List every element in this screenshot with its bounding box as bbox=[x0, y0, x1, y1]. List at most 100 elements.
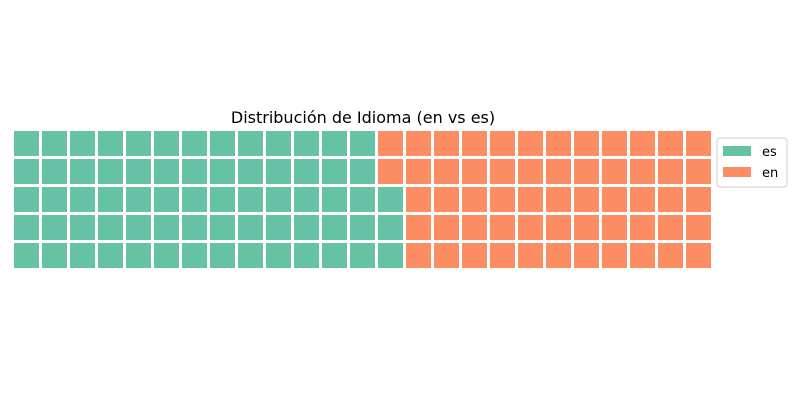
waffle-cell-en bbox=[686, 159, 711, 184]
waffle-cell-es bbox=[238, 243, 263, 268]
waffle-cell-es bbox=[126, 215, 151, 240]
waffle-cell-en bbox=[602, 131, 627, 156]
waffle-cell-en bbox=[686, 215, 711, 240]
waffle-cell-es bbox=[350, 187, 375, 212]
waffle-cell-es bbox=[182, 243, 207, 268]
waffle-cell-en bbox=[406, 159, 431, 184]
waffle-cell-es bbox=[42, 187, 67, 212]
waffle-cell-en bbox=[406, 243, 431, 268]
waffle-cell-en bbox=[602, 215, 627, 240]
waffle-cell-en bbox=[574, 215, 599, 240]
waffle-cell-es bbox=[154, 159, 179, 184]
waffle-cell-en bbox=[434, 215, 459, 240]
waffle-cell-es bbox=[182, 187, 207, 212]
waffle-cell-en bbox=[518, 243, 543, 268]
waffle-cell-es bbox=[98, 131, 123, 156]
waffle-cell-es bbox=[322, 187, 347, 212]
waffle-cell-es bbox=[14, 187, 39, 212]
legend-label-en: en bbox=[762, 166, 778, 181]
waffle-cell-en bbox=[406, 215, 431, 240]
waffle-cell-en bbox=[630, 243, 655, 268]
waffle-cell-en bbox=[546, 243, 571, 268]
waffle-cell-es bbox=[182, 159, 207, 184]
waffle-cell-es bbox=[14, 243, 39, 268]
waffle-cell-en bbox=[434, 131, 459, 156]
waffle-cell-en bbox=[490, 159, 515, 184]
waffle-cell-es bbox=[294, 159, 319, 184]
waffle-cell-es bbox=[350, 159, 375, 184]
waffle-cell-en bbox=[434, 187, 459, 212]
waffle-cell-en bbox=[602, 243, 627, 268]
waffle-cell-es bbox=[154, 131, 179, 156]
waffle-cell-en bbox=[602, 187, 627, 212]
waffle-cell-es bbox=[98, 243, 123, 268]
waffle-cell-en bbox=[658, 131, 683, 156]
waffle-cell-en bbox=[434, 159, 459, 184]
waffle-cell-es bbox=[70, 243, 95, 268]
waffle-cell-en bbox=[462, 187, 487, 212]
waffle-cell-es bbox=[350, 243, 375, 268]
waffle-cell-en bbox=[658, 215, 683, 240]
waffle-cell-en bbox=[518, 187, 543, 212]
waffle-cell-en bbox=[490, 187, 515, 212]
waffle-cell-es bbox=[238, 159, 263, 184]
waffle-cell-es bbox=[126, 187, 151, 212]
waffle-cell-es bbox=[266, 243, 291, 268]
waffle-cell-es bbox=[182, 131, 207, 156]
waffle-cell-es bbox=[126, 159, 151, 184]
waffle-cell-es bbox=[378, 215, 403, 240]
waffle-cell-es bbox=[14, 215, 39, 240]
waffle-cell-es bbox=[322, 243, 347, 268]
waffle-cell-en bbox=[658, 159, 683, 184]
waffle-cell-es bbox=[238, 187, 263, 212]
waffle-cell-en bbox=[518, 159, 543, 184]
waffle-cell-es bbox=[266, 131, 291, 156]
waffle-cell-es bbox=[294, 215, 319, 240]
waffle-cell-en bbox=[630, 159, 655, 184]
waffle-cell-en bbox=[574, 187, 599, 212]
waffle-cell-es bbox=[266, 187, 291, 212]
waffle-cell-en bbox=[686, 187, 711, 212]
waffle-cell-en bbox=[630, 131, 655, 156]
waffle-cell-es bbox=[294, 131, 319, 156]
waffle-cell-es bbox=[378, 243, 403, 268]
waffle-cell-en bbox=[574, 131, 599, 156]
waffle-cell-es bbox=[322, 215, 347, 240]
waffle-cell-es bbox=[70, 187, 95, 212]
waffle-cell-es bbox=[154, 215, 179, 240]
waffle-cell-es bbox=[238, 131, 263, 156]
waffle-cell-en bbox=[602, 159, 627, 184]
waffle-cell-en bbox=[406, 187, 431, 212]
waffle-cell-es bbox=[350, 131, 375, 156]
waffle-cell-es bbox=[42, 131, 67, 156]
waffle-cell-es bbox=[238, 215, 263, 240]
waffle-cell-en bbox=[518, 131, 543, 156]
waffle-cell-en bbox=[546, 159, 571, 184]
waffle-cell-en bbox=[658, 187, 683, 212]
waffle-cell-es bbox=[14, 131, 39, 156]
waffle-cell-en bbox=[518, 215, 543, 240]
legend-swatch-en bbox=[723, 167, 751, 177]
legend-swatch-es bbox=[723, 146, 751, 156]
waffle-cell-es bbox=[42, 243, 67, 268]
waffle-cell-es bbox=[70, 131, 95, 156]
waffle-cell-es bbox=[42, 159, 67, 184]
waffle-cells bbox=[14, 131, 711, 268]
waffle-cell-es bbox=[70, 215, 95, 240]
waffle-cell-en bbox=[462, 131, 487, 156]
waffle-cell-es bbox=[294, 187, 319, 212]
chart-title: Distribución de Idioma (en vs es) bbox=[231, 108, 495, 127]
waffle-cell-en bbox=[574, 243, 599, 268]
waffle-cell-en bbox=[462, 243, 487, 268]
waffle-cell-es bbox=[294, 243, 319, 268]
waffle-cell-es bbox=[182, 215, 207, 240]
waffle-cell-en bbox=[686, 243, 711, 268]
waffle-cell-en bbox=[490, 215, 515, 240]
waffle-cell-en bbox=[378, 159, 403, 184]
waffle-cell-es bbox=[14, 159, 39, 184]
waffle-cell-es bbox=[210, 131, 235, 156]
waffle-cell-es bbox=[322, 159, 347, 184]
waffle-cell-es bbox=[210, 243, 235, 268]
waffle-cell-en bbox=[546, 131, 571, 156]
waffle-cell-es bbox=[322, 131, 347, 156]
